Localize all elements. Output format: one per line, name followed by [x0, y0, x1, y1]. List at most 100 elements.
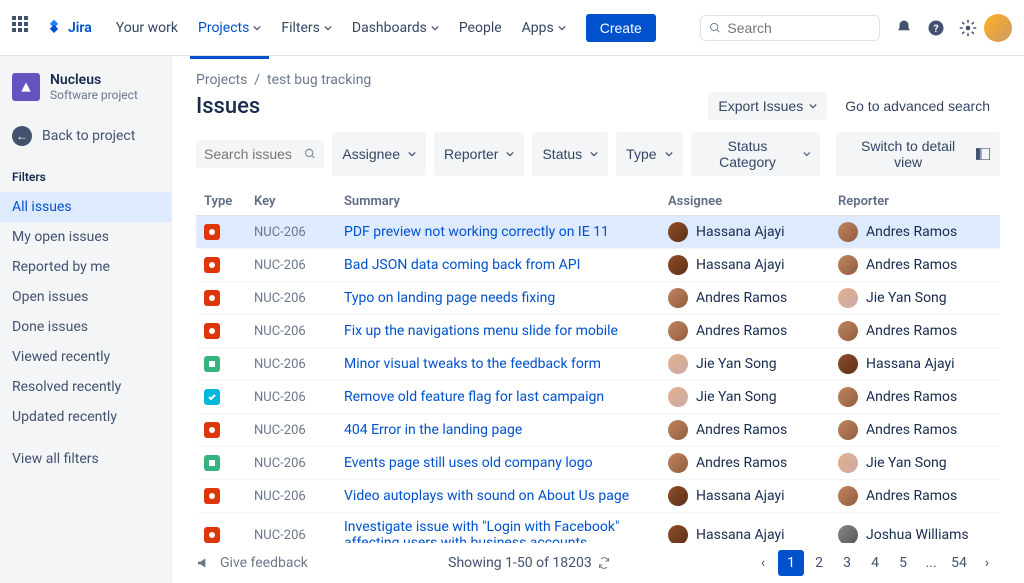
cell-summary[interactable]: 404 Error in the landing page: [336, 414, 660, 447]
nav-dashboards[interactable]: Dashboards: [344, 14, 447, 42]
page-4[interactable]: 4: [862, 550, 888, 576]
nav-items: Your workProjects Filters Dashboards Peo…: [108, 14, 574, 42]
create-button[interactable]: Create: [586, 14, 656, 42]
filter-reporter[interactable]: Reporter: [434, 132, 524, 176]
app-switcher-icon[interactable]: [12, 16, 36, 40]
nav-your-work[interactable]: Your work: [108, 14, 186, 42]
page-3[interactable]: 3: [834, 550, 860, 576]
cell-key[interactable]: NUC-206: [246, 348, 336, 381]
cell-key[interactable]: NUC-206: [246, 216, 336, 249]
jira-logo[interactable]: Jira: [44, 18, 92, 38]
col-assignee[interactable]: Assignee: [660, 188, 830, 216]
issues-table: TypeKeySummaryAssigneeReporter NUC-206PD…: [196, 188, 1000, 583]
cell-key[interactable]: NUC-206: [246, 447, 336, 480]
page-2[interactable]: 2: [806, 550, 832, 576]
search-issues-input[interactable]: [204, 146, 304, 162]
advanced-search-link[interactable]: Go to advanced search: [835, 92, 1000, 120]
col-reporter[interactable]: Reporter: [830, 188, 1000, 216]
filter-status-category[interactable]: Status Category: [691, 132, 820, 176]
table-row[interactable]: NUC-206Bad JSON data coming back from AP…: [196, 249, 1000, 282]
user-avatar[interactable]: [984, 14, 1012, 42]
breadcrumb: Projects / test bug tracking: [196, 72, 1000, 88]
table-row[interactable]: NUC-206Events page still uses old compan…: [196, 447, 1000, 480]
avatar: [838, 387, 858, 407]
cell-key[interactable]: NUC-206: [246, 282, 336, 315]
chevron-down-icon: [665, 150, 673, 158]
nav-people[interactable]: People: [451, 14, 510, 42]
table-row[interactable]: NUC-206Fix up the navigations menu slide…: [196, 315, 1000, 348]
breadcrumb-current[interactable]: test bug tracking: [267, 72, 371, 88]
notifications-icon[interactable]: [888, 12, 920, 44]
page-...: ...: [918, 550, 944, 576]
back-to-project[interactable]: ← Back to project: [0, 118, 171, 154]
cell-key[interactable]: NUC-206: [246, 381, 336, 414]
page-next[interactable]: ›: [974, 550, 1000, 576]
cell-summary[interactable]: Remove old feature flag for last campaig…: [336, 381, 660, 414]
export-button[interactable]: Export Issues: [708, 92, 827, 120]
cell-assignee: Hassana Ajayi: [660, 480, 830, 513]
nav-projects[interactable]: Projects: [190, 14, 269, 42]
col-summary[interactable]: Summary: [336, 188, 660, 216]
help-icon[interactable]: ?: [920, 12, 952, 44]
bug-icon: [204, 323, 220, 339]
col-type[interactable]: Type: [196, 188, 246, 216]
nav-filters[interactable]: Filters: [273, 14, 340, 42]
cell-reporter: Jie Yan Song: [830, 282, 1000, 315]
project-icon: [12, 73, 40, 101]
filter-status[interactable]: Status: [532, 132, 608, 176]
switch-view-button[interactable]: Switch to detail view: [836, 132, 1000, 176]
cell-key[interactable]: NUC-206: [246, 480, 336, 513]
nav-apps[interactable]: Apps: [514, 14, 574, 42]
page-54[interactable]: 54: [946, 550, 972, 576]
cell-key[interactable]: NUC-206: [246, 249, 336, 282]
cell-key[interactable]: NUC-206: [246, 414, 336, 447]
project-type: Software project: [50, 88, 138, 102]
filter-viewed-recently[interactable]: Viewed recently: [0, 342, 171, 372]
table-row[interactable]: NUC-206Typo on landing page needs fixing…: [196, 282, 1000, 315]
view-all-filters[interactable]: View all filters: [0, 444, 171, 474]
cell-assignee: Andres Ramos: [660, 315, 830, 348]
table-row[interactable]: NUC-206Remove old feature flag for last …: [196, 381, 1000, 414]
filter-type[interactable]: Type: [616, 132, 682, 176]
avatar: [668, 354, 688, 374]
cell-key[interactable]: NUC-206: [246, 315, 336, 348]
search-icon: [709, 21, 721, 35]
table-row[interactable]: NUC-206Minor visual tweaks to the feedba…: [196, 348, 1000, 381]
story-icon: [204, 455, 220, 471]
cell-summary[interactable]: Bad JSON data coming back from API: [336, 249, 660, 282]
cell-summary[interactable]: PDF preview not working correctly on IE …: [336, 216, 660, 249]
filter-my-open-issues[interactable]: My open issues: [0, 222, 171, 252]
filter-updated-recently[interactable]: Updated recently: [0, 402, 171, 432]
page-prev[interactable]: ‹: [750, 550, 776, 576]
filter-assignee[interactable]: Assignee: [332, 132, 426, 176]
filter-reported-by-me[interactable]: Reported by me: [0, 252, 171, 282]
avatar: [668, 255, 688, 275]
cell-type: [196, 216, 246, 249]
filter-resolved-recently[interactable]: Resolved recently: [0, 372, 171, 402]
refresh-icon[interactable]: [598, 557, 610, 569]
cell-summary[interactable]: Fix up the navigations menu slide for mo…: [336, 315, 660, 348]
cell-summary[interactable]: Events page still uses old company logo: [336, 447, 660, 480]
table-row[interactable]: NUC-206Video autoplays with sound on Abo…: [196, 480, 1000, 513]
bug-icon: [204, 224, 220, 240]
settings-icon[interactable]: [952, 12, 984, 44]
page-5[interactable]: 5: [890, 550, 916, 576]
breadcrumb-root[interactable]: Projects: [196, 72, 247, 88]
cell-summary[interactable]: Video autoplays with sound on About Us p…: [336, 480, 660, 513]
search-input[interactable]: [727, 20, 871, 36]
global-search[interactable]: [700, 15, 880, 41]
cell-summary[interactable]: Typo on landing page needs fixing: [336, 282, 660, 315]
table-row[interactable]: NUC-206PDF preview not working correctly…: [196, 216, 1000, 249]
cell-summary[interactable]: Minor visual tweaks to the feedback form: [336, 348, 660, 381]
filter-all-issues[interactable]: All issues: [0, 192, 171, 222]
page-1[interactable]: 1: [778, 550, 804, 576]
cell-assignee: Jie Yan Song: [660, 348, 830, 381]
give-feedback[interactable]: Give feedback: [196, 555, 308, 571]
table-row[interactable]: NUC-206404 Error in the landing pageAndr…: [196, 414, 1000, 447]
search-issues-box[interactable]: [196, 140, 324, 168]
col-key[interactable]: Key: [246, 188, 336, 216]
filter-open-issues[interactable]: Open issues: [0, 282, 171, 312]
filter-done-issues[interactable]: Done issues: [0, 312, 171, 342]
cell-assignee: Andres Ramos: [660, 414, 830, 447]
cell-type: [196, 282, 246, 315]
